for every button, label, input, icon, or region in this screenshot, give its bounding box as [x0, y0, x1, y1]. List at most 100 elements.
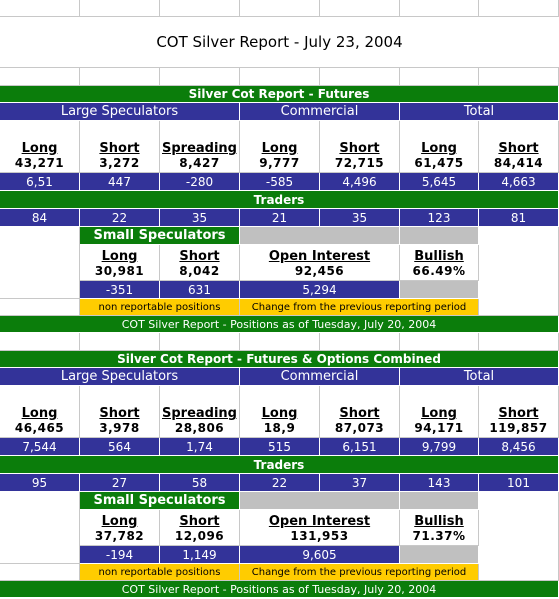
- cell-value: 43,271: [14, 156, 65, 170]
- small-spec-cell: Short 12,096: [160, 510, 240, 546]
- cell-value: 30,981: [94, 264, 145, 278]
- cell-value: 94,171: [414, 421, 464, 435]
- cell-value: 9,777: [259, 156, 300, 170]
- cell-value: 37,782: [94, 529, 145, 543]
- open-interest-cell: Open Interest 92,456: [240, 245, 400, 281]
- change-cell: -194: [80, 546, 160, 564]
- empty-cell: [320, 333, 400, 351]
- gray-cell: [400, 492, 479, 510]
- empty-cell: [160, 333, 240, 351]
- traders-cell: 35: [160, 209, 240, 227]
- column-label: Long: [101, 249, 138, 264]
- cell-value: 3,978: [99, 421, 140, 435]
- footer: COT Silver Report - Positions as of Tues…: [0, 316, 559, 333]
- column-label: Long: [261, 406, 298, 421]
- empty-cell: [160, 68, 240, 86]
- empty-cell: [240, 333, 320, 351]
- group-header: Total: [400, 368, 559, 386]
- empty-cell: [0, 0, 80, 17]
- cell-value: 66.49%: [412, 264, 466, 278]
- traders-cell: 123: [400, 209, 479, 227]
- column-label: Spreading: [162, 141, 237, 156]
- cell-value: 92,456: [294, 264, 345, 278]
- note-cell: Change from the previous reporting perio…: [240, 299, 479, 316]
- empty-cell: [479, 333, 559, 351]
- empty-cell: [320, 68, 400, 86]
- cell-value: 8,042: [179, 264, 220, 278]
- cell-value: 84,414: [493, 156, 544, 170]
- small-spec-cell: Short 8,042: [160, 245, 240, 281]
- footer: COT Silver Report - Positions as of Tues…: [0, 581, 559, 598]
- gray-cell: [400, 227, 479, 245]
- gray-cell: [240, 492, 400, 510]
- position-cell: Short 119,857: [479, 386, 559, 438]
- group-header: Total: [400, 103, 559, 121]
- change-cell: 447: [80, 173, 160, 191]
- gray-cell: [400, 281, 479, 299]
- traders-cell: 22: [240, 474, 320, 492]
- empty-cell: [160, 0, 240, 17]
- empty-cell: [240, 0, 320, 17]
- column-label: Bullish: [414, 249, 464, 264]
- change-cell: 1,149: [160, 546, 240, 564]
- change-cell: -585: [240, 173, 320, 191]
- traders-cell: 58: [160, 474, 240, 492]
- empty-cell: [479, 68, 559, 86]
- group-header: Commercial: [240, 103, 400, 121]
- change-cell: 564: [80, 438, 160, 456]
- column-label: Spreading: [162, 406, 237, 421]
- traders-cell: 21: [240, 209, 320, 227]
- column-label: Long: [101, 514, 138, 529]
- cell-value: 46,465: [14, 421, 65, 435]
- column-label: Short: [498, 406, 539, 421]
- small-spec-cell: Long 30,981: [80, 245, 160, 281]
- change-cell: -351: [80, 281, 160, 299]
- position-cell: Short 87,073: [320, 386, 400, 438]
- empty-cell: [320, 0, 400, 17]
- empty-cell: [0, 564, 80, 581]
- change-cell: 6,51: [0, 173, 80, 191]
- traders-header: Traders: [0, 456, 559, 474]
- empty-cell: [0, 68, 80, 86]
- position-cell: Short 3,272: [80, 121, 160, 173]
- traders-cell: 143: [400, 474, 479, 492]
- traders-header: Traders: [0, 191, 559, 209]
- open-interest-cell: Open Interest 131,953: [240, 510, 400, 546]
- position-cell: Long 46,465: [0, 386, 80, 438]
- small-speculators-header: Small Speculators: [80, 227, 240, 245]
- report-title: COT Silver Report - July 23, 2004: [0, 17, 559, 68]
- traders-cell: 81: [479, 209, 559, 227]
- cell-value: 71.37%: [412, 529, 466, 543]
- group-header: Large Speculators: [0, 368, 240, 386]
- cell-value: 18,9: [263, 421, 296, 435]
- change-cell: 631: [160, 281, 240, 299]
- cell-value: 119,857: [489, 421, 548, 435]
- column-label: Short: [498, 141, 539, 156]
- change-cell: 8,456: [479, 438, 559, 456]
- cell-value: 8,427: [179, 156, 220, 170]
- cell-value: 87,073: [334, 421, 385, 435]
- position-cell: Short 84,414: [479, 121, 559, 173]
- section-title: Silver Cot Report - Futures: [0, 86, 559, 103]
- column-label: Long: [261, 141, 298, 156]
- section-title: Silver Cot Report - Futures & Options Co…: [0, 351, 559, 368]
- column-label: Short: [99, 406, 140, 421]
- position-cell: Long 18,9: [240, 386, 320, 438]
- position-cell: Short 72,715: [320, 121, 400, 173]
- empty-cell: [0, 333, 80, 351]
- small-speculators-header: Small Speculators: [80, 492, 240, 510]
- bullish-cell: Bullish 66.49%: [400, 245, 479, 281]
- note-cell: Change from the previous reporting perio…: [240, 564, 479, 581]
- change-cell: 515: [240, 438, 320, 456]
- column-label: Short: [179, 249, 220, 264]
- traders-cell: 101: [479, 474, 559, 492]
- group-header: Commercial: [240, 368, 400, 386]
- column-label: Short: [339, 406, 380, 421]
- group-header: Large Speculators: [0, 103, 240, 121]
- empty-cell: [479, 0, 559, 17]
- change-cell: 9,605: [240, 546, 400, 564]
- change-cell: 7,544: [0, 438, 80, 456]
- note-cell: non reportable positions: [80, 564, 240, 581]
- position-cell: Long 9,777: [240, 121, 320, 173]
